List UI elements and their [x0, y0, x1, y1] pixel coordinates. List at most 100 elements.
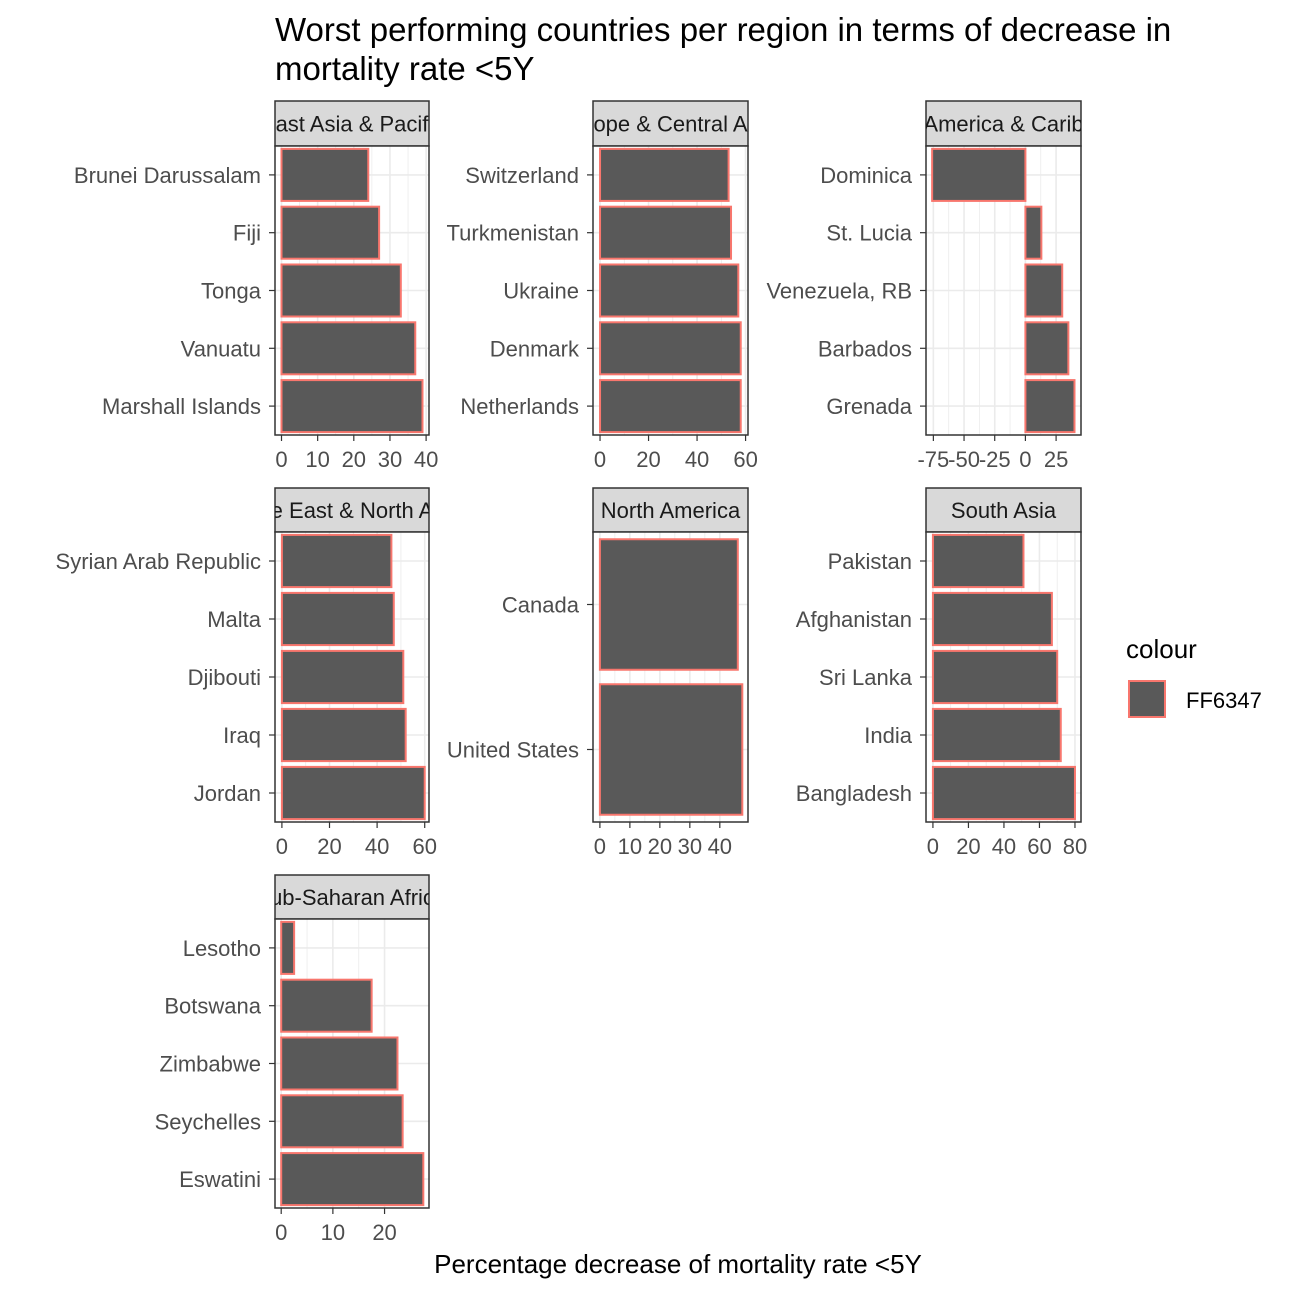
facet-strip-label: ast Asia & Pacif	[276, 112, 430, 137]
bar	[280, 920, 296, 975]
facet-panel: South Asia Pakistan Afghanistan Sri Lanka In…	[796, 487, 1087, 859]
x-tick-label: 40	[414, 447, 438, 472]
bar	[280, 707, 407, 763]
facet-strip-label: America & Carib	[923, 112, 1083, 137]
x-tick-label: 20	[636, 447, 660, 472]
y-tick-label: United States	[447, 738, 579, 763]
y-tick-label: Ukraine	[503, 279, 579, 304]
bar	[599, 263, 740, 318]
y-tick-label: Zimbabwe	[160, 1052, 261, 1077]
y-tick-label: Pakistan	[828, 549, 912, 574]
bar	[1024, 379, 1076, 434]
y-tick-label: India	[864, 723, 912, 748]
y-tick-label: Marshall Islands	[102, 394, 261, 419]
y-tick-label: Switzerland	[465, 163, 579, 188]
y-tick-label: St. Lucia	[826, 221, 912, 246]
x-tick-label: 10	[618, 834, 642, 859]
facet-strip-label: e East & North A	[271, 498, 434, 523]
legend-key	[1126, 678, 1170, 722]
x-tick-label: 0	[594, 834, 606, 859]
y-tick-label: Jordan	[194, 781, 261, 806]
bar	[280, 205, 381, 260]
facet-strip	[274, 487, 430, 533]
bar	[280, 321, 417, 376]
y-tick-label: Denmark	[490, 336, 580, 361]
y-tick-label: Syrian Arab Republic	[56, 549, 261, 574]
bar	[599, 321, 742, 376]
y-tick-label: Venezuela, RB	[766, 279, 912, 304]
x-tick-label: 10	[321, 1220, 345, 1245]
x-tick-label: 60	[412, 834, 436, 859]
y-tick-label: Iraq	[223, 723, 261, 748]
facet-strip	[274, 874, 430, 920]
bar	[931, 649, 1059, 705]
panel-border	[274, 145, 430, 436]
x-axis-title: Percentage decrease of mortality rate <5…	[434, 1249, 922, 1279]
bar	[280, 1152, 425, 1207]
facet-strip	[592, 100, 749, 147]
bar	[280, 1094, 404, 1149]
x-tick-label: 80	[1063, 834, 1087, 859]
legend-title: colour	[1126, 634, 1197, 664]
bar	[280, 591, 395, 647]
bar	[599, 147, 730, 202]
x-tick-label: 0	[275, 1220, 287, 1245]
x-tick-label: 60	[1027, 834, 1051, 859]
bar	[280, 649, 405, 705]
x-tick-label: 30	[678, 834, 702, 859]
y-tick-label: Barbados	[818, 336, 912, 361]
y-tick-label: Djibouti	[188, 665, 261, 690]
x-tick-label: 40	[992, 834, 1016, 859]
x-tick-label: 0	[594, 447, 606, 472]
y-tick-label: Tonga	[201, 279, 262, 304]
y-tick-label: Seychelles	[155, 1109, 261, 1134]
bar	[1024, 321, 1070, 376]
x-tick-label: 30	[378, 447, 402, 472]
legend-label: FF6347	[1186, 688, 1262, 713]
bar	[1024, 263, 1064, 318]
x-tick-label: 0	[927, 834, 939, 859]
facet-strip-label: ub-Saharan Afric	[270, 885, 434, 910]
y-tick-label: Vanuatu	[181, 336, 261, 361]
y-tick-label: Lesotho	[183, 936, 261, 961]
y-tick-label: Malta	[207, 607, 262, 632]
x-tick-label: 0	[276, 834, 288, 859]
facet-panel: ub-Saharan Afric Lesotho Botswana Zimbabwe S…	[155, 874, 434, 1245]
facet-strip	[592, 487, 749, 533]
x-tick-label: 20	[956, 834, 980, 859]
x-tick-label: -75	[917, 447, 949, 472]
bar	[280, 1036, 399, 1091]
y-tick-label: Sri Lanka	[819, 665, 913, 690]
x-tick-label: 20	[372, 1220, 396, 1245]
panel-border	[592, 531, 749, 823]
y-tick-label: Grenada	[826, 394, 912, 419]
facet-strip-label: ope & Central A	[593, 112, 747, 137]
chart-title: Worst performing countries per region in…	[275, 11, 1172, 87]
bar	[931, 147, 1027, 202]
x-tick-label: 20	[648, 834, 672, 859]
x-tick-label: 20	[317, 834, 341, 859]
x-tick-label: -50	[948, 447, 980, 472]
x-tick-label: 20	[342, 447, 366, 472]
facet-panel: America & Carib Dominica St. Lucia Venezuel…	[766, 100, 1083, 472]
x-tick-label: 60	[733, 447, 757, 472]
x-tick-label: 40	[685, 447, 709, 472]
bar	[598, 683, 744, 816]
x-tick-label: 0	[275, 447, 287, 472]
bar	[599, 205, 733, 260]
y-tick-label: Canada	[502, 593, 580, 618]
panel-border	[274, 918, 430, 1209]
facet-panel: ast Asia & Pacif Brunei Darussalam Fiji Ton…	[74, 100, 438, 472]
bar	[1024, 205, 1043, 260]
facet-panel: e East & North A Syrian Arab Republic Malt…	[56, 487, 437, 859]
bar	[280, 978, 373, 1033]
facet-strip-label: North America	[601, 498, 741, 523]
panel-border	[592, 145, 749, 436]
panel-border	[925, 145, 1082, 436]
bar	[280, 379, 424, 434]
bar	[280, 533, 393, 589]
y-tick-label: Turkmenistan	[447, 221, 579, 246]
legend: colour FF6347	[1126, 634, 1286, 724]
x-tick-label: 0	[1019, 447, 1031, 472]
